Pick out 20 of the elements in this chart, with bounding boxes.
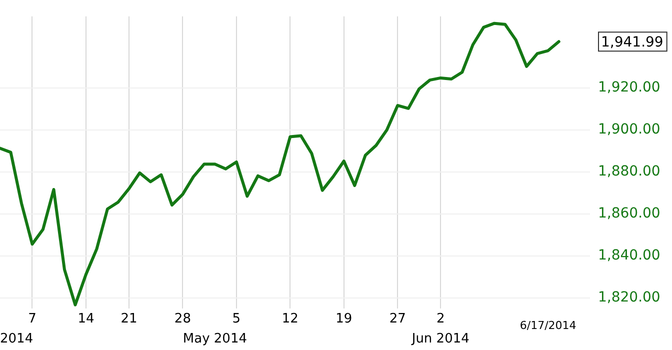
text: Jun 2014 (410, 331, 470, 346)
y-tick-label: 1,900.00 (598, 121, 660, 138)
text: 2014 (0, 331, 34, 346)
y-tick-label: 1,840.00 (598, 248, 660, 264)
x-tick-label: 5 (232, 312, 241, 327)
x-tick-label: 28 (174, 312, 191, 327)
y-tick-label: 1,920.00 (598, 79, 660, 96)
x-tick-label: 12 (282, 312, 298, 327)
text: May 2014 (182, 331, 247, 346)
x-tick-label: 2 (436, 312, 445, 327)
y-tick-label: 1,880.00 (598, 163, 660, 180)
y-tick-label: 1,860.00 (598, 206, 660, 222)
text: 6/17/2014 (520, 318, 576, 332)
x-tick-label: 27 (389, 312, 406, 327)
x-tick-label: 7 (28, 312, 36, 327)
x-tick-label: 19 (336, 312, 352, 327)
x-tick-label: 14 (78, 312, 94, 327)
y-tick-label: 1,820.00 (598, 290, 660, 306)
x-tick-label: 21 (120, 312, 138, 327)
text: 1,941.99 (601, 34, 664, 50)
